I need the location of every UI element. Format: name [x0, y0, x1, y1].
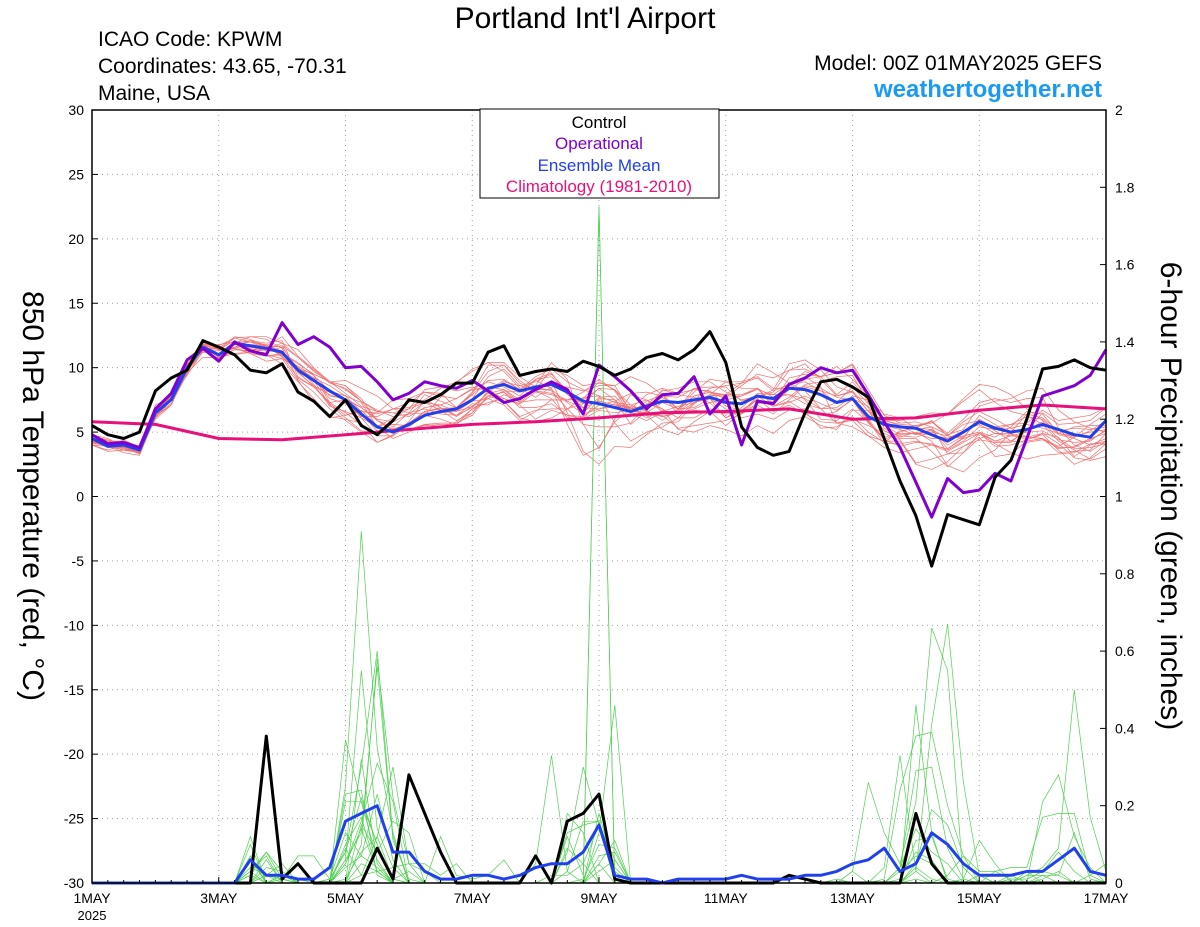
precipitation-member-line	[92, 705, 1107, 884]
left-tick-label: 5	[76, 424, 84, 440]
x-tick-label: 9MAY	[580, 890, 618, 906]
x-tick-label: 13MAY	[830, 890, 876, 906]
x-tick-label: 17MAY	[1084, 890, 1130, 906]
x-tick-label: 3MAY	[200, 890, 238, 906]
temperature-member-line	[91, 341, 1107, 451]
right-tick-label: 1.2	[1115, 411, 1135, 427]
icao-code-text: ICAO Code: KPWM	[98, 28, 283, 51]
legend-entry-climatology: Climatology (1981-2010)	[506, 177, 692, 196]
right-tick-label: 0	[1115, 875, 1123, 891]
x-tick-label: 7MAY	[454, 890, 492, 906]
precipitation-member-line	[92, 796, 1106, 884]
temp-control-line	[91, 330, 1107, 568]
left-tick-label: -20	[64, 746, 84, 762]
legend-box	[479, 108, 720, 199]
x-tick-label: 15MAY	[957, 890, 1003, 906]
precipitation-member-line	[92, 206, 1106, 884]
site-link[interactable]: weathertogether.net	[873, 76, 1102, 103]
left-tick-label: 20	[68, 231, 84, 247]
left-tick-label: 10	[68, 360, 84, 376]
left-tick-label: 0	[76, 489, 84, 505]
left-tick-label: -15	[64, 682, 84, 698]
legend-entry-operational: Operational	[555, 134, 643, 153]
left-tick-label: -30	[64, 875, 84, 891]
precipitation-member-line	[92, 627, 1107, 884]
precipitation-members-layer	[92, 206, 1107, 884]
precipitation-member-line	[92, 206, 1107, 884]
page-title: Portland Int'l Airport	[454, 2, 716, 35]
year-label: 2025	[78, 908, 107, 923]
right-tick-label: 0.8	[1115, 566, 1135, 582]
temperature-member-line	[91, 342, 1107, 454]
left-tick-label: 25	[68, 166, 84, 182]
precip-control-line	[92, 734, 1106, 885]
right-tick-label: 0.6	[1115, 643, 1135, 659]
precipitation-member-line	[92, 739, 1106, 884]
precip-ensemble-mean-line	[92, 804, 1107, 885]
right-tick-label: 1.4	[1115, 334, 1135, 350]
temperature-member-line	[91, 340, 1106, 456]
legend: Control Operational Ensemble Mean Climat…	[479, 108, 720, 199]
left-tick-label: -10	[64, 617, 84, 633]
main-series-layer	[91, 321, 1108, 885]
precipitation-member-line	[92, 766, 1106, 884]
right-tick-label: 1.8	[1115, 179, 1135, 195]
right-tick-label: 1	[1115, 489, 1123, 505]
model-run-text: Model: 00Z 01MAY2025 GEFS	[814, 52, 1102, 75]
coordinates-text: Coordinates: 43.65, -70.31	[98, 55, 347, 78]
left-tick-label: -5	[72, 553, 85, 569]
grid-layer	[92, 110, 1106, 883]
right-tick-label: 0.4	[1115, 720, 1135, 736]
region-text: Maine, USA	[98, 82, 211, 105]
x-tick-label: 1MAY	[73, 890, 111, 906]
temperature-member-line	[91, 336, 1107, 454]
temperature-member-line	[91, 347, 1107, 447]
axis-layer: 302520151050-5-10-15-20-25-3021.81.61.41…	[64, 102, 1135, 906]
x-tick-label: 11MAY	[704, 890, 748, 906]
left-tick-label: 30	[68, 102, 84, 118]
right-tick-label: 2	[1115, 102, 1123, 118]
temp-climatology-1981-2010-line	[91, 403, 1107, 442]
left-tick-label: -25	[64, 811, 84, 827]
precipitation-member-line	[92, 623, 1106, 884]
left-tick-label: 15	[68, 295, 84, 311]
temperature-member-line	[91, 346, 1107, 455]
temp-ensemble-mean-line	[91, 341, 1108, 452]
x-tick-label: 5MAY	[327, 890, 365, 906]
temperature-member-line	[91, 341, 1107, 465]
legend-entry-ensemble-mean: Ensemble Mean	[538, 156, 661, 175]
right-tick-label: 1.6	[1115, 257, 1135, 273]
legend-entry-control: Control	[572, 113, 627, 132]
right-tick-label: 0.2	[1115, 798, 1135, 814]
